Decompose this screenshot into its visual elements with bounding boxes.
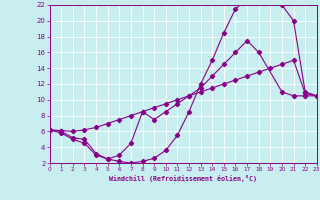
X-axis label: Windchill (Refroidissement éolien,°C): Windchill (Refroidissement éolien,°C) [109, 175, 257, 182]
